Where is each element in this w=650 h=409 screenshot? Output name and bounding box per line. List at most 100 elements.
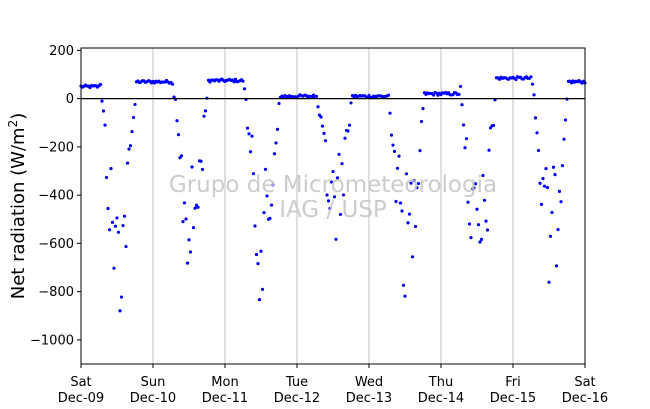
data-point [103, 123, 107, 127]
data-point [185, 261, 190, 265]
data-point [532, 93, 536, 97]
data-point [319, 115, 323, 119]
data-point [431, 93, 436, 97]
data-point [181, 219, 185, 224]
data-point [170, 82, 175, 86]
data-point [536, 148, 541, 153]
data-point [416, 181, 421, 186]
data-point [118, 309, 122, 313]
data-point [269, 203, 274, 207]
data-point [343, 136, 347, 140]
y-tick-label: 200 [49, 44, 74, 59]
data-point [395, 166, 400, 170]
data-point [544, 167, 548, 171]
x-tick-label-day: Tue [285, 375, 308, 390]
data-point [346, 129, 350, 133]
y-tick-label: −600 [38, 237, 74, 252]
data-point [98, 82, 103, 87]
data-point [199, 159, 203, 163]
data-point [133, 102, 137, 107]
data-point [335, 176, 340, 180]
data-point [394, 199, 398, 204]
data-point [476, 223, 481, 227]
x-tick-label-date: Dec-12 [274, 391, 320, 406]
x-tick-label-date: Dec-16 [562, 391, 608, 406]
data-point [391, 143, 395, 147]
data-point [106, 206, 110, 211]
data-point [109, 167, 113, 171]
data-point [131, 115, 136, 120]
data-point [272, 152, 277, 156]
data-point [464, 137, 469, 141]
data-point [529, 75, 533, 79]
data-point [250, 134, 254, 138]
data-point [514, 77, 518, 82]
data-point [418, 148, 422, 153]
x-tick-label-day: Mon [211, 375, 238, 390]
data-point [101, 109, 106, 113]
data-point [248, 150, 253, 154]
data-point [398, 201, 403, 205]
data-point [187, 238, 191, 242]
data-point [538, 181, 542, 185]
data-point [409, 181, 413, 185]
x-tick-label-day: Thu [428, 375, 453, 390]
data-point [469, 236, 473, 240]
x-tick-label-day: Fri [505, 375, 521, 390]
data-point [326, 199, 331, 203]
data-point [260, 287, 265, 291]
data-point [127, 147, 131, 151]
data-point [472, 186, 476, 190]
data-point [200, 167, 205, 172]
data-point [253, 224, 257, 228]
data-point [412, 179, 416, 183]
data-point [562, 137, 566, 141]
data-point [122, 214, 127, 218]
data-point [550, 210, 554, 215]
plot-frame [80, 47, 586, 365]
x-tick-label-date: Dec-10 [130, 391, 176, 406]
data-point [403, 294, 407, 298]
data-point [484, 219, 488, 223]
data-point [190, 165, 194, 169]
data-point [254, 252, 259, 257]
data-point [401, 283, 406, 287]
data-point [259, 249, 263, 253]
x-tick-label-day: Sun [141, 375, 166, 390]
data-point [179, 154, 184, 158]
data-point [112, 266, 116, 270]
data-point [419, 119, 424, 124]
data-point [176, 133, 181, 137]
data-point [349, 101, 353, 105]
y-tick-label: −200 [38, 140, 74, 155]
data-point [406, 221, 410, 225]
data-point [184, 217, 188, 221]
data-point [320, 124, 325, 128]
data-points [79, 75, 587, 313]
data-point [397, 154, 401, 158]
data-point [314, 94, 319, 98]
data-point [478, 240, 482, 244]
data-point [203, 109, 208, 113]
watermark-line-2: IAG / USP [279, 197, 387, 223]
data-point [193, 206, 197, 210]
data-point [322, 131, 326, 135]
data-point [334, 237, 338, 241]
data-point [421, 107, 425, 111]
data-point [491, 123, 496, 128]
data-point [463, 146, 467, 150]
data-point [328, 206, 332, 211]
data-point [554, 264, 559, 268]
data-point [263, 167, 268, 171]
data-point [563, 118, 568, 122]
data-point [196, 205, 200, 209]
grid-lines [152, 48, 514, 364]
x-tick-label-day: Sat [574, 375, 595, 390]
data-point [316, 105, 320, 109]
data-point [175, 119, 179, 123]
x-axis: SatDec-09SunDec-10MonDec-11TueDec-12WedD… [58, 364, 608, 406]
watermark-line-1: Grupo de Micrometeorologia [169, 172, 497, 198]
x-tick-label-date: Dec-14 [418, 391, 464, 406]
data-point [473, 182, 478, 186]
